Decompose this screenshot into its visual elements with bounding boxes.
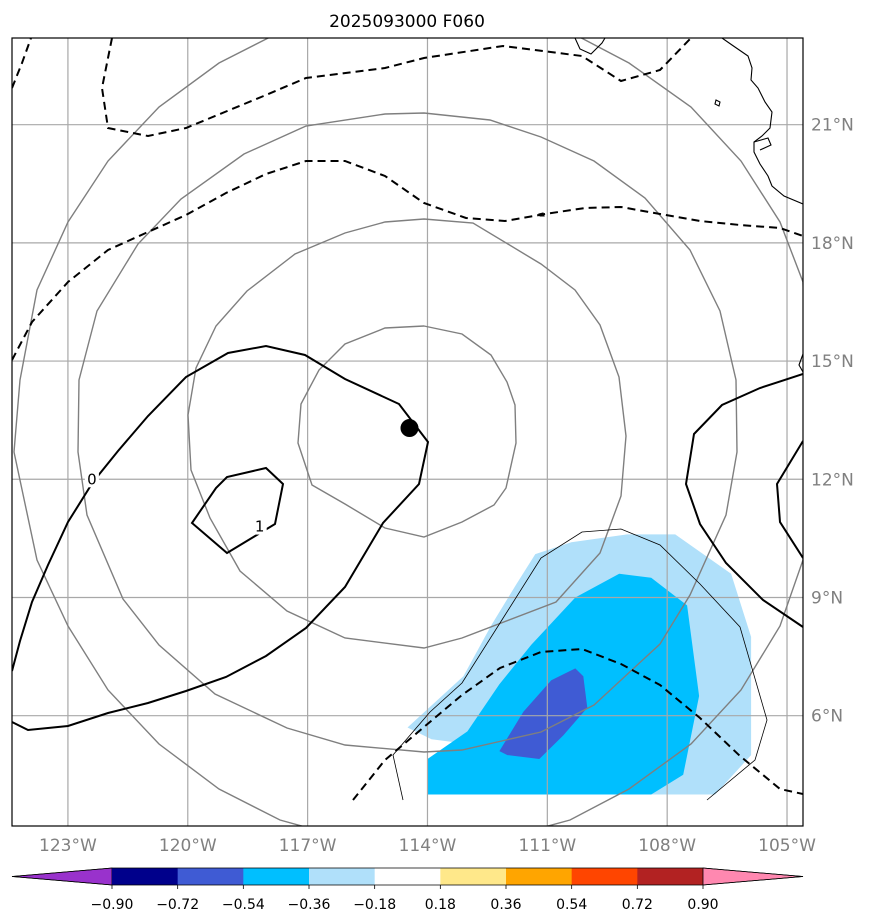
contour-lines-solid [12, 344, 803, 732]
contour-label-bg [252, 516, 267, 535]
colorbar-segment [374, 868, 441, 885]
range-rings [13, 38, 803, 826]
solid-contour-line [12, 344, 430, 732]
colorbar-tick-label: 0.72 [622, 897, 653, 913]
colorbar-tick-label: −0.54 [222, 897, 265, 913]
lat-tick-label: 21°N [811, 116, 854, 136]
lon-tick-label: 120°W [159, 836, 217, 856]
longitude-tick-labels: 123°W 120°W 117°W 114°W 111°W 108°W 105°W [39, 836, 816, 856]
dashed-contour-line [12, 160, 803, 361]
range-ring [297, 325, 517, 538]
lat-tick-label: 15°N [811, 352, 854, 372]
coastline-line [574, 38, 606, 55]
colorbar-extend-low [11, 867, 113, 886]
colorbar-tick-label: −0.90 [91, 897, 134, 913]
figure-title: 2025093000 F060 [329, 12, 485, 32]
latitude-tick-labels: 21°N 18°N 15°N 12°N 9°N 6°N [811, 116, 854, 727]
lon-tick-label: 123°W [39, 836, 97, 856]
contour-label: 0 [87, 470, 97, 488]
coastline [538, 38, 803, 373]
lon-tick-label: 108°W [638, 836, 696, 856]
contour-label-bg [84, 469, 99, 488]
lat-tick-label: 18°N [811, 234, 854, 254]
storm-center-marker [400, 419, 419, 438]
coastline-line [721, 38, 803, 205]
dashed-contour-line [100, 38, 692, 138]
lon-tick-label: 105°W [758, 836, 816, 856]
lon-tick-label: 111°W [518, 836, 576, 856]
colorbar-segment [571, 868, 638, 885]
contour-lines-dashed [12, 38, 803, 801]
colorbar: −0.90 −0.72 −0.54 −0.36 −0.18 0.18 0.36 0.54 0.7… [11, 867, 804, 913]
colorbar-segment [440, 868, 507, 885]
lon-tick-label: 114°W [399, 836, 457, 856]
colorbar-extend-high [702, 867, 804, 886]
colorbar-segment [177, 868, 244, 885]
map-frame [11, 37, 804, 827]
lon-tick-label: 117°W [279, 836, 337, 856]
contour-labels: 01 [84, 469, 267, 536]
range-ring [77, 112, 738, 753]
lat-tick-label: 12°N [811, 470, 854, 490]
colorbar-segment [506, 868, 573, 885]
graticule [12, 38, 803, 826]
map-content: 01 [12, 38, 803, 826]
solid-contour-line [684, 373, 803, 628]
colorbar-tick-label: −0.18 [353, 897, 396, 913]
range-ring [13, 38, 803, 826]
colorbar-tick-label: 0.18 [425, 897, 456, 913]
colorbar-tick-label: −0.36 [288, 897, 331, 913]
island-outline [714, 99, 721, 107]
solid-contour-line [190, 466, 285, 555]
thin-contour-line [392, 528, 768, 801]
colorbar-segment [112, 868, 179, 885]
lat-tick-label: 9°N [811, 588, 843, 608]
range-ring [187, 218, 627, 649]
colorbar-segment [243, 868, 310, 885]
colorbar-segment [309, 868, 376, 885]
colorbar-tick-label: 0.36 [490, 897, 521, 913]
lat-tick-label: 6°N [811, 707, 843, 727]
colorbar-tick-label: 0.54 [556, 897, 587, 913]
coastline-line [798, 353, 803, 373]
contour-label: 1 [255, 518, 265, 536]
coastline-line [753, 137, 772, 151]
colorbar-segment [637, 868, 704, 885]
filled-contour-layer [407, 534, 752, 795]
colorbar-tick-label: −0.72 [156, 897, 199, 913]
outer-contour-thin [392, 528, 768, 801]
solid-contour-line [775, 440, 803, 559]
dashed-contour-line [12, 38, 32, 89]
colorbar-tick-label: 0.90 [687, 897, 718, 913]
